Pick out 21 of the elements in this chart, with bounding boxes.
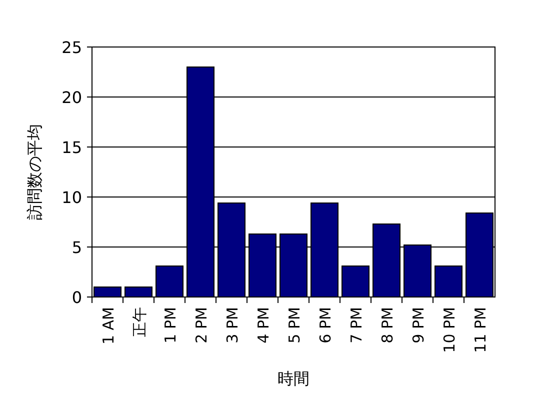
x-tick-label: 3 PM xyxy=(224,307,242,344)
x-tick-label: 9 PM xyxy=(410,307,428,344)
y-tick-label: 0 xyxy=(72,288,82,307)
x-tick-label: 10 PM xyxy=(440,307,458,353)
x-tick-label: 6 PM xyxy=(316,307,334,344)
x-tick-label: 7 PM xyxy=(348,307,366,344)
x-tick-label: 1 PM xyxy=(162,307,180,344)
x-axis-title: 時間 xyxy=(278,369,310,388)
y-tick-label: 10 xyxy=(62,188,82,207)
x-tick-label: 正午 xyxy=(130,307,148,337)
y-tick-label: 15 xyxy=(62,138,82,157)
x-tick-label: 1 AM xyxy=(100,307,118,345)
x-tick-label: 4 PM xyxy=(254,307,272,344)
x-tick-label: 5 PM xyxy=(286,307,304,344)
x-tick-label: 11 PM xyxy=(472,307,490,353)
x-tick-label: 8 PM xyxy=(378,307,396,344)
y-axis-title: 訪問数の平均 xyxy=(25,124,44,220)
y-tick-label: 5 xyxy=(72,238,82,257)
x-tick-label: 2 PM xyxy=(192,307,210,344)
y-tick-label: 25 xyxy=(62,38,82,57)
y-tick-label: 20 xyxy=(62,88,82,107)
